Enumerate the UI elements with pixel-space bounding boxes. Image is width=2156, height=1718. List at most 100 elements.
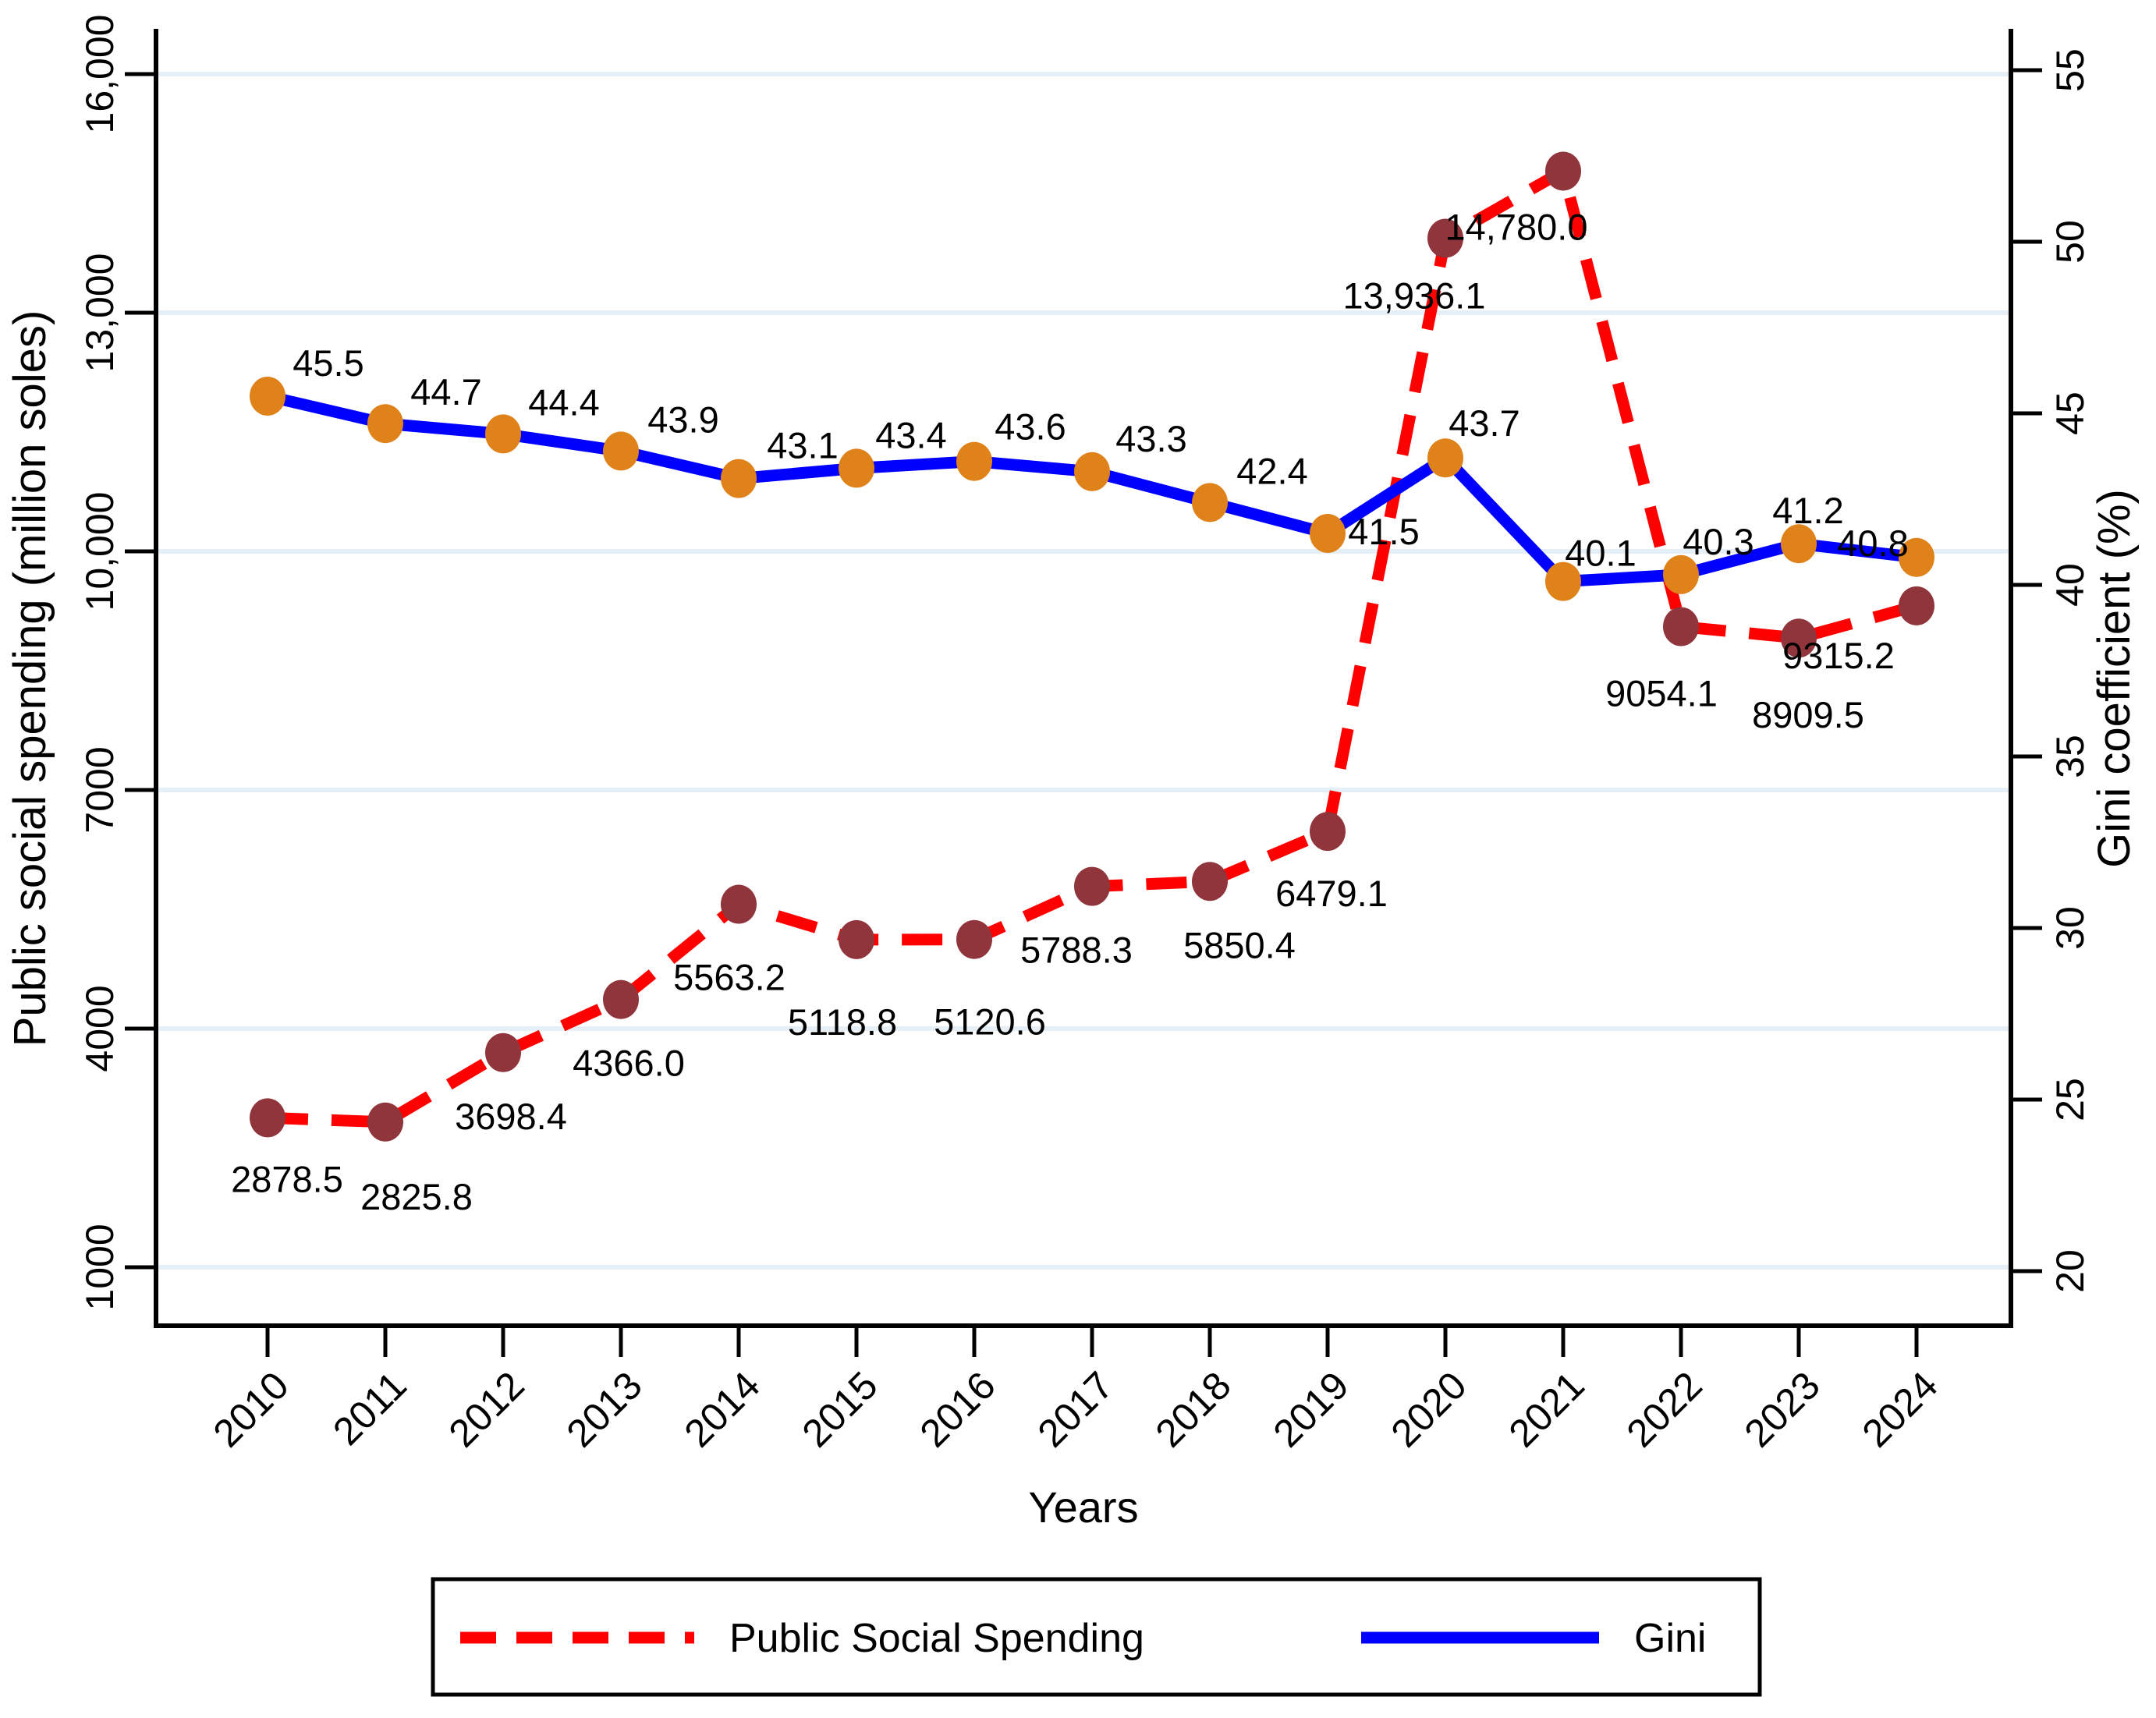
data-point-label: 13,936.1 [1343, 275, 1486, 317]
x-axis-tick-label: 2023 [1736, 1363, 1828, 1455]
data-point [1545, 561, 1581, 601]
data-point [1427, 218, 1463, 258]
data-point-label: 9315.2 [1782, 635, 1895, 676]
x-axis-tick-label: 2020 [1383, 1363, 1475, 1455]
legend-label-gini: Gini [1634, 1616, 1706, 1661]
legend: Public Social Spending Gini [431, 1577, 1762, 1697]
data-point-label: 44.4 [528, 381, 599, 423]
gridlines [156, 72, 2011, 1270]
data-point-label: 3698.4 [455, 1096, 567, 1137]
y-axis-tick-label-left: 1000 [78, 1224, 122, 1310]
data-point [485, 1033, 521, 1072]
data-point-label: 5788.3 [1020, 930, 1133, 971]
x-axis-tick-label: 2015 [794, 1363, 886, 1455]
data-point-label: 5563.2 [673, 957, 785, 998]
y-axis-tick-label-right: 35 [2048, 735, 2092, 778]
x-axis-tick-label: 2011 [324, 1363, 415, 1454]
data-point [1074, 452, 1110, 491]
data-point [956, 441, 992, 481]
y-axis-tick-label-left: 10,000 [78, 492, 122, 611]
y-axis-title-right: Gini coefficient (%) [2089, 489, 2140, 868]
data-point [250, 1098, 285, 1138]
data-point-label: 43.6 [995, 406, 1066, 448]
y-axis-tick-label-right: 50 [2048, 220, 2092, 264]
data-point-label: 14,780.0 [1445, 206, 1588, 247]
data-point-label: 45.5 [293, 342, 363, 384]
data-point [367, 1102, 403, 1142]
data-point-label: 2825.8 [360, 1176, 473, 1217]
data-point-label: 5120.6 [934, 1001, 1046, 1043]
y-axis-tick-label-left: 4000 [78, 985, 122, 1072]
data-point [1310, 812, 1346, 852]
data-point-label: 2878.5 [231, 1158, 343, 1199]
data-point [603, 431, 639, 471]
data-point-label: 40.8 [1837, 522, 1908, 564]
data-point [839, 448, 874, 488]
y-axis-tick-label-right: 20 [2048, 1249, 2092, 1293]
data-point [485, 414, 521, 454]
data-point [1427, 438, 1463, 478]
data-point [721, 459, 757, 498]
data-point-label: 6479.1 [1275, 873, 1388, 914]
y-axis-tick-label-left: 7000 [78, 746, 122, 833]
x-axis-tick-label: 2019 [1265, 1363, 1357, 1455]
data-point [250, 377, 285, 416]
data-point-label: 43.3 [1115, 418, 1186, 459]
data-point-label: 44.7 [410, 371, 481, 413]
data-point [721, 884, 757, 924]
data-point-label: 40.1 [1565, 533, 1636, 574]
x-axis-tick-label: 2016 [912, 1363, 1004, 1455]
data-point [1192, 862, 1228, 902]
x-axis-tick-label: 2010 [205, 1363, 297, 1455]
data-point-label: 5118.8 [788, 1001, 897, 1043]
data-point [1899, 586, 1934, 625]
data-point [1074, 866, 1110, 906]
y-axis-tick-label-right: 25 [2048, 1078, 2092, 1121]
data-point [956, 919, 992, 959]
data-point [1663, 607, 1699, 646]
data-point-label: 5850.4 [1183, 924, 1296, 965]
data-point [1781, 524, 1817, 564]
x-axis-tick-label: 2012 [441, 1363, 533, 1455]
y-axis-tick-label-left: 16,000 [78, 15, 122, 134]
data-point-label: 43.9 [647, 399, 718, 440]
data-point-label: 41.2 [1772, 490, 1843, 531]
data-point-label: 42.4 [1236, 450, 1307, 491]
data-point-label: 43.7 [1449, 402, 1519, 444]
data-point-label: 9054.1 [1605, 672, 1718, 714]
x-axis-tick-label: 2017 [1030, 1363, 1122, 1455]
legend-label-spending: Public Social Spending [729, 1616, 1144, 1661]
x-axis-tick-label: 2018 [1147, 1363, 1239, 1455]
data-point-label: 4366.0 [573, 1043, 685, 1084]
y-axis-tick-label-right: 55 [2048, 48, 2092, 92]
data-point [839, 919, 874, 959]
data-point [1545, 151, 1581, 191]
data-point [603, 979, 639, 1019]
x-axis-tick-label: 2013 [559, 1363, 651, 1455]
x-axis-tick-label: 2014 [676, 1363, 768, 1455]
x-axis-tick-label: 2021 [1501, 1363, 1593, 1455]
y-axis-tick-label-right: 45 [2048, 391, 2092, 435]
data-point [1310, 514, 1346, 553]
y-axis-tick-label-right: 30 [2048, 906, 2092, 950]
x-axis-title: Years [1028, 1482, 1138, 1532]
data-point [1663, 554, 1699, 594]
data-point [1899, 537, 1934, 577]
data-point-label: 43.1 [767, 425, 838, 466]
axes: 1000 4000 7000 10,000 13,000 16,000 20 25 30 35 40… [78, 15, 2092, 1456]
data-point [1781, 618, 1817, 658]
data-point-label: 43.4 [875, 414, 946, 455]
x-axis-tick-label: 2024 [1854, 1363, 1946, 1455]
x-axis-tick-label: 2022 [1619, 1363, 1711, 1455]
data-markers [250, 151, 1934, 1142]
data-point-label: 40.3 [1683, 521, 1754, 562]
y-axis-tick-label-left: 13,000 [78, 253, 122, 373]
data-point [1192, 483, 1228, 522]
data-point-label: 8909.5 [1752, 694, 1864, 735]
data-point-label: 41.5 [1348, 511, 1419, 552]
y-axis-tick-label-right: 40 [2048, 563, 2092, 607]
data-point [367, 404, 403, 444]
